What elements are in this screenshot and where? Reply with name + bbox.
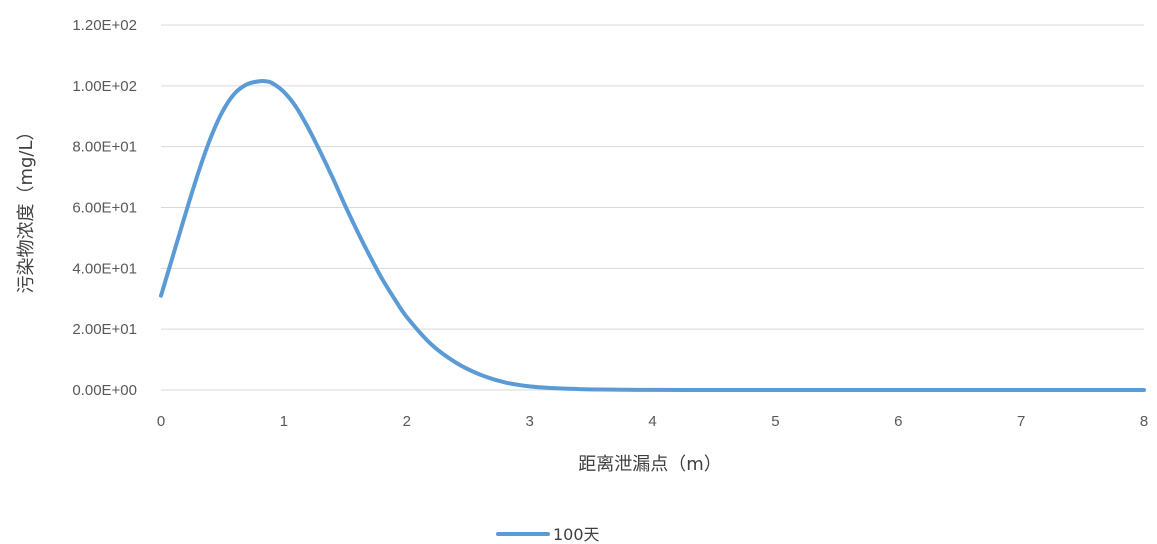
y-axis-ticks: 0.00E+00 2.00E+01 4.00E+01 6.00E+01 8.00E+01…	[72, 17, 137, 399]
x-tick-label: 7	[1017, 413, 1025, 430]
series-layer	[159, 78, 1146, 393]
x-tick-label: 3	[525, 413, 533, 430]
x-tick-label: 2	[403, 413, 411, 430]
x-axis-ticks: 0 1 2 3 4 5 6 7 8	[157, 413, 1148, 430]
series-line-0	[159, 78, 1146, 393]
x-tick-label: 1	[280, 413, 288, 430]
x-tick-label: 4	[648, 413, 656, 430]
legend: 100天	[496, 525, 600, 544]
y-tick-label: 1.00E+02	[72, 78, 137, 95]
y-tick-label: 4.00E+01	[72, 260, 137, 277]
legend-label-100-days: 100天	[553, 525, 600, 544]
grid	[161, 24, 1144, 391]
y-axis-title: 污染物浓度（mg/L）	[16, 122, 37, 293]
x-tick-label: 0	[157, 413, 165, 430]
x-tick-label: 6	[894, 413, 902, 430]
x-axis-title: 距离泄漏点（m）	[578, 454, 722, 475]
y-tick-label: 8.00E+01	[72, 139, 137, 156]
y-tick-label: 1.20E+02	[72, 17, 137, 34]
y-tick-label: 6.00E+01	[72, 200, 137, 217]
x-tick-label: 8	[1140, 413, 1148, 430]
x-tick-label: 5	[771, 413, 779, 430]
y-tick-label: 2.00E+01	[72, 321, 137, 338]
y-tick-label: 0.00E+00	[72, 382, 137, 399]
